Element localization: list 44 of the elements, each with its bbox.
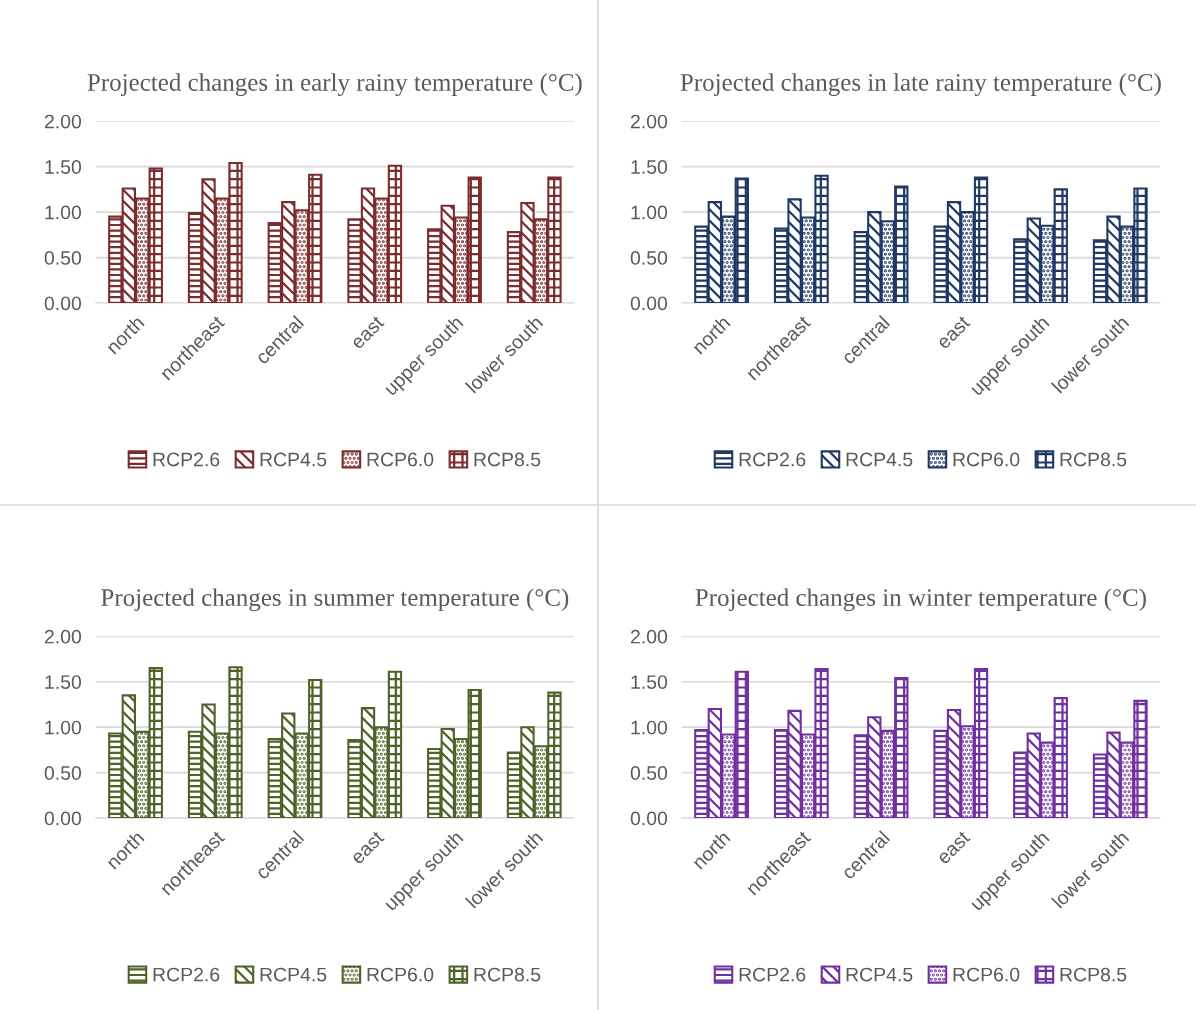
legend-label: RCP4.5 [846,452,913,467]
legend-label: RCP6.0 [953,967,1020,982]
y-tick-label: 0.00 [44,296,82,311]
x-tick-label: east [350,315,385,350]
chart-title: Projected changes in early rainy temperature (°C) [87,73,582,97]
chart-title: Projected changes in winter temperature (°C) [695,588,1146,612]
legend-label: RCP8.5 [1060,452,1127,467]
x-tick-label: east [350,830,385,865]
legend-label: RCP4.5 [846,967,913,982]
legend-label: RCP2.6 [153,967,220,982]
x-tick-label: east [936,315,971,350]
y-tick-label: 1.50 [45,675,82,689]
y-tick-label: 0.50 [44,766,82,780]
y-tick-label: 1.00 [45,720,82,735]
y-tick-label: 2.00 [44,114,82,129]
y-tick-label: 1.00 [45,205,82,220]
chart-title: Projected changes in late rainy temperature (°C) [680,73,1161,97]
legend-label: RCP8.5 [474,452,541,467]
legend-label: RCP6.0 [367,967,434,982]
y-tick-label: 0.50 [630,766,668,780]
legend-label: RCP4.5 [260,452,327,467]
legend-label: RCP6.0 [953,452,1020,467]
legend-label: RCP8.5 [1060,967,1127,982]
y-tick-label: 1.00 [631,720,668,735]
y-tick-label: 0.00 [44,811,82,826]
y-tick-label: 1.50 [45,160,82,174]
legend-label: RCP8.5 [474,967,541,982]
y-tick-label: 2.00 [630,114,668,129]
y-tick-label: 1.50 [631,160,668,174]
y-tick-label: 0.50 [630,251,668,265]
y-tick-label: 0.50 [44,251,82,265]
y-tick-label: 1.50 [631,675,668,689]
legend-label: RCP2.6 [739,967,806,982]
y-tick-label: 0.00 [630,811,668,826]
chart-title: Projected changes in summer temperature (°C) [101,588,569,612]
legend-label: RCP2.6 [153,452,220,467]
y-tick-label: 2.00 [630,629,668,644]
legend-label: RCP4.5 [260,967,327,982]
legend-label: RCP2.6 [739,452,806,467]
x-tick-label: east [936,830,971,865]
y-tick-label: 2.00 [44,629,82,644]
legend-label: RCP6.0 [367,452,434,467]
y-tick-label: 1.00 [631,205,668,220]
y-tick-label: 0.00 [630,296,668,311]
